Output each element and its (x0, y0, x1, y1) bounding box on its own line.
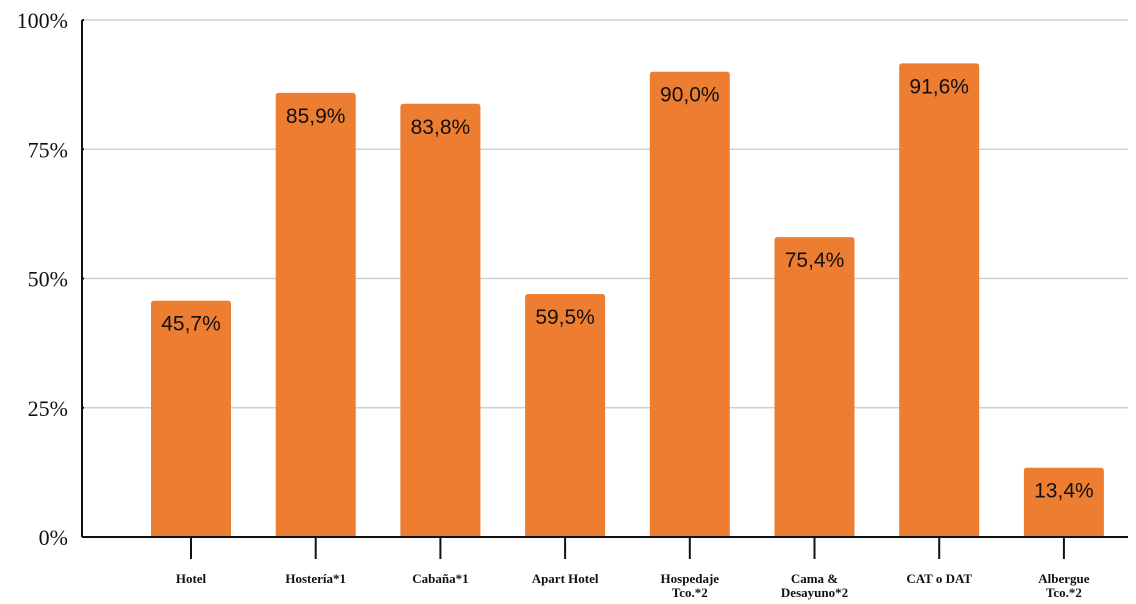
x-tick-label: Hotel (176, 571, 207, 586)
data-label: 83,8% (411, 116, 471, 139)
x-tick-label: Cama & Desayuno*2 (781, 571, 848, 600)
bar (649, 71, 730, 537)
data-label: 59,5% (535, 306, 595, 329)
data-label: 75,4% (785, 249, 845, 272)
bar (275, 92, 356, 537)
bar (774, 237, 855, 537)
data-label: 91,6% (909, 75, 969, 98)
bars (151, 63, 1104, 537)
data-label: 85,9% (286, 105, 346, 128)
x-tick-label: Hostería*1 (285, 571, 346, 586)
data-label: 90,0% (660, 84, 720, 107)
y-tick-label: 25% (28, 396, 68, 421)
x-tick-label: Albergue Tco.*2 (1038, 571, 1090, 600)
y-tick-label: 100% (17, 8, 68, 33)
labels: 0% 25% 50% 75% 100% 45,7% Hotel 85,9% Hostería*1… (17, 8, 1094, 600)
y-tick-label: 50% (28, 267, 68, 292)
bar (151, 300, 231, 537)
data-label: 13,4% (1034, 480, 1094, 503)
bar (899, 63, 980, 537)
x-tick-label: Hospedaje Tco.*2 (661, 571, 720, 600)
axes (81, 19, 1128, 559)
y-tick-label: 75% (28, 137, 68, 162)
bar (400, 103, 481, 537)
bar (1023, 467, 1104, 537)
x-tick-label: CAT o DAT (906, 571, 972, 586)
x-tick-label: Cabaña*1 (412, 571, 468, 586)
x-tick-label: Apart Hotel (532, 571, 599, 586)
data-label: 45,7% (161, 313, 221, 336)
bar (525, 294, 606, 537)
y-tick-label: 0% (39, 525, 68, 550)
